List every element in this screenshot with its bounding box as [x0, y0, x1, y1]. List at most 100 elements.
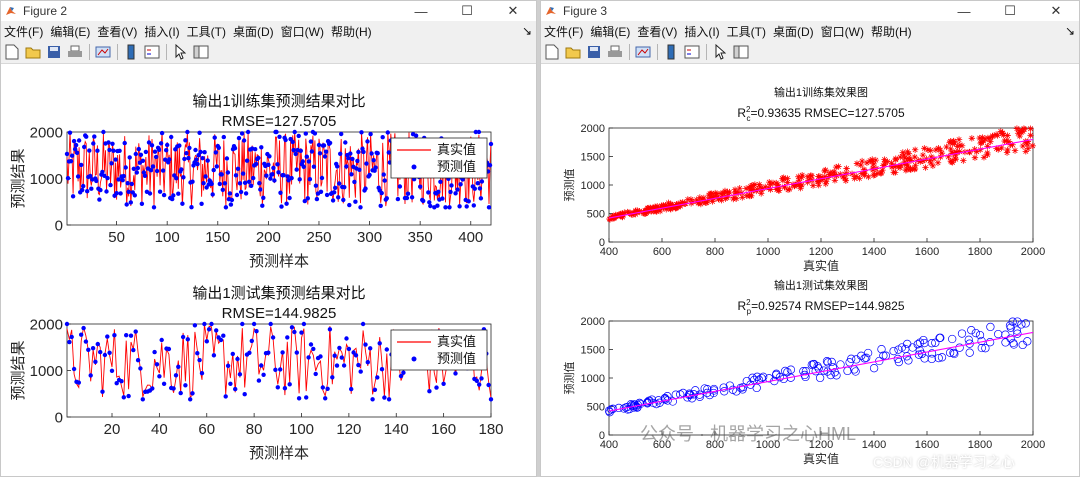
data-point: [641, 207, 649, 214]
pred-point: [353, 199, 358, 204]
plot-title: 输出1训练集预测结果对比: [192, 93, 365, 110]
menu-desktop[interactable]: 桌面(D): [232, 24, 274, 39]
data-point: [889, 346, 898, 356]
print-icon[interactable]: [66, 43, 84, 61]
x-tick-label: 2000: [1021, 439, 1045, 451]
pred-point: [117, 148, 122, 153]
data-point: [666, 204, 673, 212]
menu-edit[interactable]: 编辑(E): [590, 24, 631, 39]
pred-point: [363, 186, 368, 191]
property-editor-icon[interactable]: [192, 43, 210, 61]
menu-edit[interactable]: 编辑(E): [50, 24, 91, 39]
menu-file[interactable]: 文件(F): [544, 24, 584, 39]
open-file-icon[interactable]: [24, 43, 42, 61]
pred-point: [142, 173, 148, 178]
menu-insert[interactable]: 插入(I): [144, 24, 180, 39]
new-figure-icon[interactable]: [3, 43, 21, 61]
data-point: [719, 193, 726, 200]
pred-point: [134, 170, 139, 175]
data-point: [1004, 132, 1011, 139]
menu-tools[interactable]: 工具(T): [186, 24, 226, 39]
pred-point: [171, 386, 176, 391]
pred-point: [346, 346, 352, 352]
link-plot-icon[interactable]: [94, 43, 112, 61]
pred-point: [344, 164, 349, 169]
pred-point: [464, 204, 469, 209]
menu-help[interactable]: 帮助(H): [330, 24, 372, 39]
dock-arrow-icon[interactable]: ↘: [521, 24, 532, 38]
menu-view[interactable]: 查看(V): [97, 24, 138, 39]
pred-point: [488, 141, 494, 147]
colorbar-icon[interactable]: [122, 43, 140, 61]
minimize-icon[interactable]: —: [957, 3, 971, 19]
menu-insert[interactable]: 插入(I): [684, 24, 720, 39]
pred-point: [314, 196, 320, 202]
save-icon[interactable]: [585, 43, 603, 61]
pred-point: [235, 356, 240, 362]
figure3-window: Figure 3 — ☐ ✕ 文件(F) 编辑(E) 查看(V) 插入(I) 工…: [540, 0, 1080, 477]
data-point: [936, 333, 945, 342]
link-plot-icon[interactable]: [634, 43, 652, 61]
pred-point: [190, 179, 195, 184]
data-point: [695, 199, 703, 206]
data-point: [943, 143, 950, 151]
data-point: [1001, 137, 1008, 145]
data-point: [899, 149, 906, 156]
save-icon[interactable]: [45, 43, 63, 61]
figure3-titlebar[interactable]: Figure 3 — ☐ ✕: [541, 1, 1079, 21]
data-point: [981, 135, 989, 143]
pred-point: [270, 172, 275, 177]
pred-point: [323, 149, 329, 154]
menu-file[interactable]: 文件(F): [4, 24, 44, 39]
maximize-icon[interactable]: ☐: [461, 3, 473, 18]
data-point: [1029, 142, 1036, 150]
data-point: [796, 183, 804, 190]
menu-view[interactable]: 查看(V): [637, 24, 678, 39]
pred-point: [210, 192, 215, 197]
open-file-icon[interactable]: [564, 43, 582, 61]
new-figure-icon[interactable]: [543, 43, 561, 61]
pred-point: [405, 191, 411, 196]
pred-point: [322, 154, 328, 159]
menu-tools[interactable]: 工具(T): [726, 24, 766, 39]
legend-icon[interactable]: [683, 43, 701, 61]
close-icon[interactable]: ✕: [507, 3, 519, 18]
menu-desktop[interactable]: 桌面(D): [772, 24, 814, 39]
menu-window[interactable]: 窗口(W): [820, 24, 864, 39]
dock-arrow-icon[interactable]: ↘: [1064, 24, 1075, 38]
y-tick-label: 1000: [30, 171, 63, 188]
property-editor-icon[interactable]: [732, 43, 750, 61]
pointer-icon[interactable]: [171, 43, 189, 61]
pred-point: [75, 174, 81, 179]
pred-point: [220, 187, 225, 192]
close-icon[interactable]: ✕: [1050, 3, 1062, 18]
pred-point: [306, 355, 311, 360]
data-point: [618, 213, 626, 220]
pred-point: [287, 382, 292, 387]
minimize-icon[interactable]: —: [414, 3, 428, 19]
pred-point: [81, 325, 86, 331]
legend-icon[interactable]: [143, 43, 161, 61]
menu-help[interactable]: 帮助(H): [870, 24, 912, 39]
x-tick-label: 2000: [1021, 246, 1045, 258]
pointer-icon[interactable]: [711, 43, 729, 61]
x-tick-label: 1400: [862, 246, 886, 258]
pred-point: [84, 134, 89, 139]
data-point: [904, 356, 913, 365]
data-point: [905, 155, 913, 163]
menu-window[interactable]: 窗口(W): [280, 24, 324, 39]
data-point: [759, 185, 766, 192]
data-point: [879, 351, 888, 360]
figure2-titlebar[interactable]: Figure 2 — ☐ ✕: [1, 1, 536, 21]
pred-point: [487, 163, 493, 168]
pred-point: [131, 347, 136, 353]
data-point: [723, 194, 731, 201]
pred-point: [271, 165, 276, 171]
pred-point: [344, 336, 349, 341]
data-point: [927, 354, 936, 364]
data-point: [927, 147, 934, 154]
maximize-icon[interactable]: ☐: [1004, 3, 1016, 18]
print-icon[interactable]: [606, 43, 624, 61]
data-point: [719, 189, 727, 197]
colorbar-icon[interactable]: [662, 43, 680, 61]
